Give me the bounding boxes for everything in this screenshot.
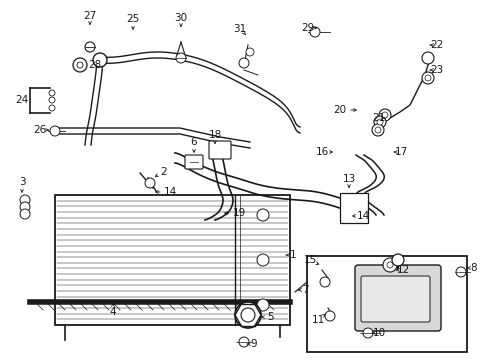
Circle shape	[386, 262, 392, 268]
Text: 20: 20	[333, 105, 346, 115]
Text: 5: 5	[266, 312, 273, 322]
FancyBboxPatch shape	[354, 265, 440, 331]
Text: 21: 21	[372, 113, 385, 123]
Circle shape	[239, 337, 248, 347]
FancyBboxPatch shape	[184, 155, 203, 169]
Circle shape	[241, 308, 254, 322]
Circle shape	[257, 254, 268, 266]
Text: 27: 27	[83, 11, 97, 21]
Circle shape	[455, 267, 465, 277]
Text: 18: 18	[208, 130, 221, 140]
Circle shape	[50, 126, 60, 136]
Bar	[339, 193, 367, 223]
Text: 16: 16	[315, 147, 328, 157]
Text: 1: 1	[289, 250, 296, 260]
Circle shape	[257, 299, 268, 311]
Text: 12: 12	[396, 265, 409, 275]
Circle shape	[20, 209, 30, 219]
Circle shape	[381, 112, 387, 118]
Circle shape	[421, 72, 433, 84]
Text: 19: 19	[232, 208, 245, 218]
Bar	[306, 256, 466, 352]
Circle shape	[49, 105, 55, 111]
Circle shape	[85, 42, 95, 52]
Circle shape	[378, 109, 390, 121]
Circle shape	[362, 328, 372, 338]
Circle shape	[245, 48, 253, 56]
Circle shape	[145, 178, 155, 188]
Circle shape	[424, 75, 430, 81]
Text: 11: 11	[311, 315, 324, 325]
Text: 13: 13	[342, 174, 355, 184]
Text: 29: 29	[301, 23, 314, 33]
Circle shape	[325, 311, 334, 321]
Circle shape	[93, 53, 107, 67]
Circle shape	[49, 97, 55, 103]
Circle shape	[49, 90, 55, 96]
Text: 30: 30	[174, 13, 187, 23]
Text: 17: 17	[393, 147, 407, 157]
Text: 15: 15	[303, 255, 316, 265]
Circle shape	[239, 58, 248, 68]
Circle shape	[421, 52, 433, 64]
Bar	[55, 195, 289, 325]
Text: 14: 14	[163, 187, 176, 197]
Circle shape	[371, 124, 383, 136]
Text: 26: 26	[33, 125, 46, 135]
Circle shape	[374, 127, 380, 133]
Circle shape	[382, 258, 396, 272]
Text: 24: 24	[15, 95, 29, 105]
Text: 10: 10	[372, 328, 385, 338]
Circle shape	[309, 27, 319, 37]
Text: 2: 2	[161, 167, 167, 177]
Circle shape	[257, 209, 268, 221]
Circle shape	[235, 302, 261, 328]
Text: 31: 31	[233, 24, 246, 34]
Text: 22: 22	[429, 40, 443, 50]
Circle shape	[391, 254, 403, 266]
Text: 8: 8	[470, 263, 476, 273]
Circle shape	[176, 53, 185, 63]
Circle shape	[20, 202, 30, 212]
Circle shape	[20, 195, 30, 205]
Circle shape	[77, 62, 83, 68]
Text: 6: 6	[190, 137, 197, 147]
Text: 23: 23	[429, 65, 443, 75]
FancyBboxPatch shape	[208, 141, 230, 159]
Text: 14: 14	[356, 211, 369, 221]
Circle shape	[376, 119, 382, 125]
Text: 7: 7	[301, 285, 307, 295]
Circle shape	[373, 116, 385, 128]
FancyBboxPatch shape	[360, 276, 429, 322]
Text: 3: 3	[19, 177, 25, 187]
Text: 4: 4	[109, 307, 116, 317]
Circle shape	[73, 58, 87, 72]
Text: 28: 28	[88, 60, 102, 70]
Circle shape	[319, 277, 329, 287]
Text: 25: 25	[126, 14, 140, 24]
Text: 9: 9	[250, 339, 257, 349]
